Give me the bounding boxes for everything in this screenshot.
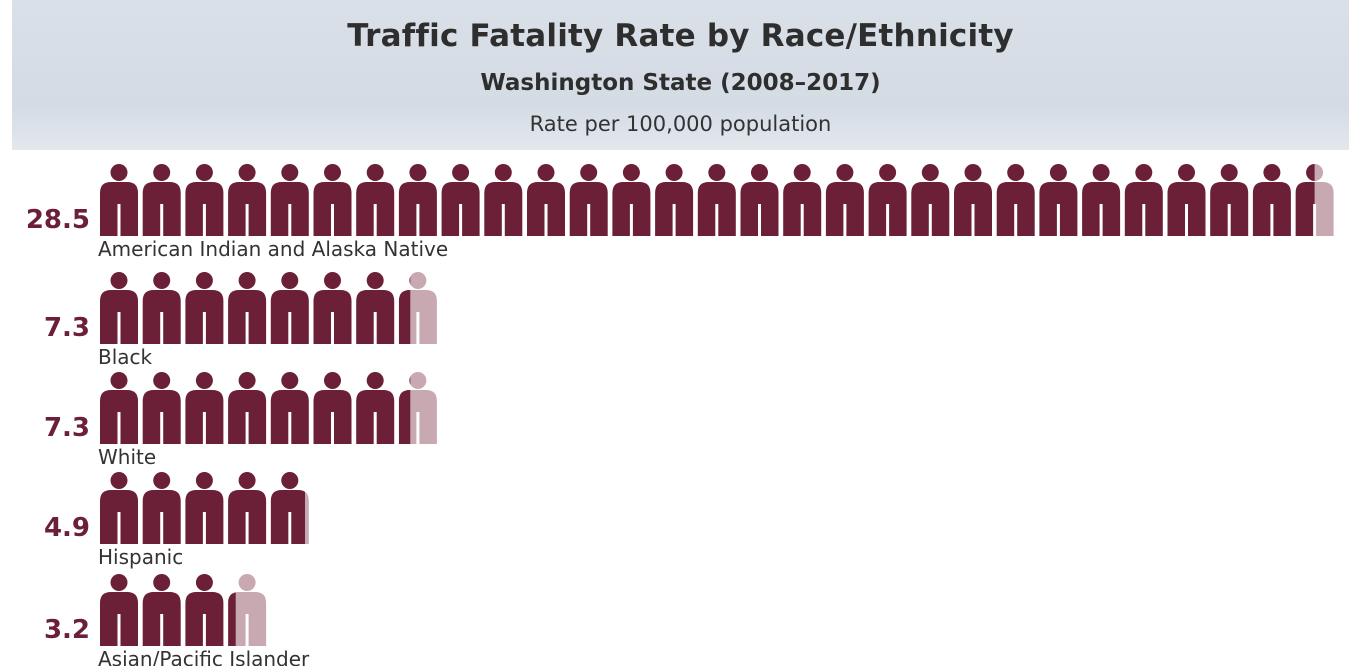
person-icon	[911, 164, 950, 236]
person-icon	[356, 272, 395, 344]
person-icon	[441, 164, 480, 236]
person-icon	[1082, 164, 1121, 236]
person-icon	[1167, 164, 1206, 236]
person-icon	[185, 472, 224, 544]
chart-rows: 28.5 American Indian and Alaska Native 7.3…	[26, 164, 1334, 666]
person-icon	[142, 372, 181, 444]
person-icon	[270, 164, 309, 236]
person-icon	[996, 164, 1035, 236]
person-icon	[270, 372, 309, 444]
person-icon	[1252, 164, 1291, 236]
person-icon-fraction	[228, 592, 236, 646]
row-category-label: Black	[98, 345, 153, 369]
person-icon	[228, 472, 267, 544]
person-icon	[100, 472, 138, 544]
row-category-label: American Indian and Alaska Native	[98, 237, 448, 261]
person-icon	[740, 164, 779, 236]
person-icon	[569, 164, 608, 236]
person-icon	[313, 372, 352, 444]
person-icon	[100, 272, 138, 344]
person-icon	[313, 164, 352, 236]
chart-title: Traffic Fatality Rate by Race/Ethnicity	[347, 18, 1014, 54]
row-value: 28.5	[26, 205, 90, 235]
row-category-label: Asian/Pacific Islander	[98, 647, 310, 666]
person-icon	[228, 372, 267, 444]
row-value: 7.3	[44, 313, 90, 343]
person-icon	[100, 372, 138, 444]
person-icon	[142, 574, 181, 646]
row-value: 3.2	[44, 615, 90, 645]
chart-header: Traffic Fatality Rate by Race/Ethnicity …	[12, 0, 1349, 150]
person-icon	[142, 272, 181, 344]
person-icon	[1124, 164, 1163, 236]
person-icon	[356, 164, 395, 236]
chart-row: 7.3 Black	[44, 272, 437, 369]
person-icon-fraction	[398, 376, 411, 444]
person-icon-fraction	[270, 472, 305, 544]
person-icon	[185, 164, 224, 236]
row-value: 4.9	[44, 513, 90, 543]
person-icon-fraction	[398, 276, 411, 344]
person-icon	[313, 272, 352, 344]
chart-unit-label: Rate per 100,000 population	[529, 112, 832, 136]
person-icon	[228, 272, 267, 344]
person-icon	[527, 164, 565, 236]
chart-row: 7.3 White	[44, 372, 437, 469]
person-icon	[1039, 164, 1078, 236]
person-icon	[783, 164, 822, 236]
person-icon-partial	[228, 574, 267, 646]
person-icon	[868, 164, 907, 236]
person-icon	[100, 574, 138, 646]
person-icon	[270, 272, 309, 344]
chart-subtitle: Washington State (2008–2017)	[480, 70, 881, 96]
chart-row: 28.5 American Indian and Alaska Native	[26, 164, 1334, 261]
person-icon	[185, 574, 224, 646]
person-icon	[356, 372, 395, 444]
person-icon	[142, 164, 181, 236]
person-icon	[185, 272, 224, 344]
person-icon	[697, 164, 736, 236]
person-icon	[484, 164, 523, 236]
row-category-label: Hispanic	[98, 545, 183, 569]
person-icon	[185, 372, 224, 444]
row-category-label: White	[98, 445, 156, 469]
person-icon-fraction	[1295, 164, 1315, 236]
person-icon	[825, 164, 864, 236]
person-icon	[142, 472, 181, 544]
person-icon	[612, 164, 651, 236]
person-icon	[1210, 164, 1249, 236]
chart-row: 4.9 Hispanic	[44, 472, 309, 569]
person-icon	[954, 164, 992, 236]
person-icon	[228, 164, 267, 236]
person-icon	[655, 164, 694, 236]
person-icon	[100, 164, 138, 236]
person-icon	[398, 164, 437, 236]
chart-row: 3.2 Asian/Pacific Islander	[44, 574, 310, 666]
row-value: 7.3	[44, 413, 90, 443]
